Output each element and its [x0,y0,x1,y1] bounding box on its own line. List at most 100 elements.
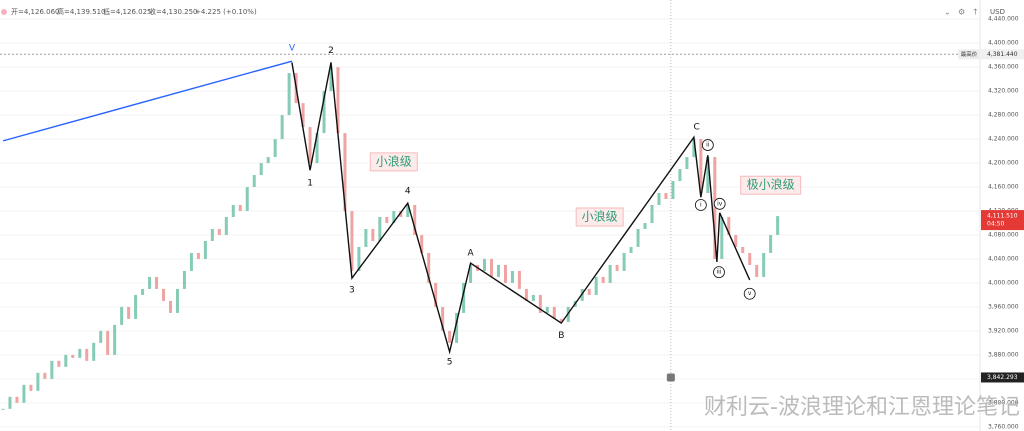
candle [769,234,773,253]
wave-label-circle [694,199,707,211]
candle [224,216,228,235]
high: 高=4,139.510 [57,7,106,16]
candle [524,288,528,301]
y-tick-label: 4,000.000 [988,279,1019,286]
wave-label-circle [713,266,725,279]
candle [259,163,263,176]
candle [99,330,103,343]
y-tick-label: 4,200.000 [988,160,1019,167]
wave-label-circle [743,287,756,300]
y-tick-label: 3,760.000 [988,423,1019,430]
level-text: 小浪级 [582,208,618,223]
y-tick-label: 3,880.000 [988,351,1019,358]
candle [1,408,5,410]
currency: USD [990,8,1005,16]
wave-label-circle [713,197,726,210]
wave-label: ii [706,142,710,149]
candle [134,294,138,319]
candle [413,205,417,235]
candle [748,252,752,265]
candle [85,348,89,361]
wave-label: C [694,123,700,133]
menu-icon[interactable]: ⌄ [944,8,951,17]
candle [622,252,626,271]
low-price-box [981,372,1024,383]
candle [699,139,703,194]
change: +4.225 (+0.10%) [195,8,257,16]
wave-label: iv [717,200,723,207]
candle [545,306,549,313]
candle [685,157,689,170]
candle [231,205,235,217]
header: 开=4,126.060 高=4,139.510 低=4,126.025 收=4,… [1,7,257,16]
candle [106,330,110,355]
candle [727,216,731,235]
y-tick-label: 3,960.000 [988,303,1019,310]
candle [448,330,452,343]
candle [713,157,717,259]
candle [162,288,166,301]
candle [762,252,766,277]
candle [378,216,382,241]
candle [510,270,514,283]
close: 收=4,130.250 [149,7,198,16]
candle [657,193,661,206]
wave-label: i [700,202,702,209]
level-text: 极小浪级 [747,177,795,192]
candle [441,306,445,331]
y-tick-label: 4,040.000 [988,255,1019,262]
candle [720,216,724,259]
candle [490,258,493,277]
level-box [740,175,802,195]
candle [252,175,256,188]
wave-label: 2 [328,46,334,56]
candle [266,157,270,164]
high-price: 4,381.440 [987,51,1018,58]
candle [336,67,340,134]
candle [196,252,200,259]
candle [469,264,473,283]
candle [189,252,193,271]
candle [210,228,214,241]
y-tick-label: 4,080.000 [988,231,1019,238]
candle [650,205,654,223]
candle [776,216,780,235]
settings-icon[interactable]: ⚙ [958,8,965,17]
watermark: 财利云-波浪理论和江恩理论笔记 [704,395,1020,420]
candle [343,133,347,212]
candle [483,258,487,271]
arrow-icon[interactable]: ↑ [972,8,979,17]
candle [203,240,207,259]
wave-label: v [748,290,752,297]
open: 开=4,126.060 [11,8,60,16]
y-tick-label: 4,360.000 [988,64,1019,71]
candle [643,222,647,229]
wave-label: iii [716,269,721,276]
candle [301,103,305,128]
go-to-icon[interactable] [666,373,675,382]
candle [22,384,26,403]
candle [434,282,438,307]
candle [531,294,535,301]
candle [406,205,410,217]
candle [287,73,291,116]
candle [552,306,556,319]
candle [385,216,389,223]
last-price: 4,111.510 [987,213,1018,220]
candle [420,234,424,253]
candle [120,306,124,325]
candle [587,288,591,295]
candle [78,348,82,358]
symbol-icon [1,9,7,15]
candle [364,228,368,247]
last-price-box [981,210,1024,231]
candle [371,228,375,241]
y-tick-label: 4,240.000 [988,136,1019,143]
candle [148,276,152,289]
wave-label: 5 [447,358,453,368]
candle [113,324,117,355]
candle [636,228,640,247]
wave-label: V [289,43,296,53]
wave-line [2,60,293,142]
